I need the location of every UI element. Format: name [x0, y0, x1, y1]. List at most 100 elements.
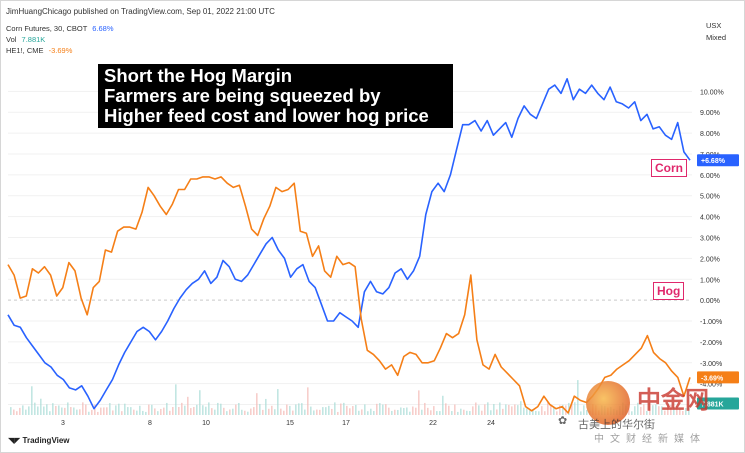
vol-last-value-text: 7.881K: [701, 402, 724, 409]
volume-bar: [202, 405, 204, 415]
volume-bar: [331, 408, 333, 415]
legend-corn[interactable]: Corn Futures, 30, CBOT 6.68%: [6, 24, 114, 33]
volume-bar: [541, 406, 543, 415]
volume-bar: [319, 409, 321, 415]
volume-bar: [58, 405, 60, 415]
y-tick-label: 8.00%: [700, 131, 720, 138]
y-tick-label: 4.00%: [700, 215, 720, 222]
hog-last-value-bg: [697, 371, 739, 384]
volume-bar: [391, 410, 393, 415]
volume-bar: [91, 409, 93, 415]
volume-bar: [553, 406, 555, 415]
volume-bar: [676, 406, 678, 415]
volume-bar: [154, 408, 156, 415]
volume-bar: [61, 407, 63, 415]
volume-bar: [433, 406, 435, 415]
volume-bar: [106, 407, 108, 415]
volume-bar: [247, 411, 249, 415]
volume-bar: [190, 408, 192, 415]
volume-bar: [139, 405, 141, 415]
volume-bar: [271, 405, 273, 415]
currency-block[interactable]: USX Mixed: [706, 20, 726, 44]
volume-bar: [16, 411, 18, 415]
volume-bar: [259, 403, 261, 415]
volume-bar: [160, 408, 162, 415]
volume-bar: [493, 404, 495, 415]
volume-bar: [289, 405, 291, 415]
hog-tag: Hog: [653, 282, 685, 300]
volume-bar: [79, 409, 81, 415]
volume-bar: [118, 403, 120, 415]
legend-hog[interactable]: HE1!, CME -3.69%: [6, 46, 72, 55]
volume-bar: [517, 405, 519, 415]
volume-bar: [76, 409, 78, 415]
volume-bar: [232, 408, 234, 415]
volume-bar: [349, 408, 351, 415]
volume-bar: [643, 404, 645, 415]
volume-bar: [286, 404, 288, 415]
volume-bar: [685, 407, 687, 415]
y-tick-label: 1.00%: [700, 277, 720, 284]
volume-bar: [667, 404, 669, 415]
y-tick-label: 0.00%: [700, 298, 720, 305]
volume-bar: [295, 404, 297, 415]
volume-bar: [208, 402, 210, 415]
currency-label: USX: [706, 21, 722, 30]
series-line-corn: [7, 78, 691, 410]
vol-last-value: 7.881K: [697, 397, 739, 410]
volume-bar: [268, 408, 270, 415]
volume-bar: [499, 402, 501, 415]
volume-bar: [409, 411, 411, 415]
legend-vol-name: Vol: [6, 35, 17, 44]
corn-tag: Corn: [651, 159, 687, 177]
volume-bar: [382, 404, 384, 415]
volume-bar: [394, 409, 396, 415]
volume-bar: [571, 403, 573, 415]
volume-bar: [406, 407, 408, 415]
volume-bar: [463, 409, 465, 415]
volume-bar: [580, 411, 582, 415]
hog-last-value: -3.69%: [697, 371, 739, 384]
volume-bar: [22, 405, 24, 415]
tradingview-logo[interactable]: ◥◤ TradingView: [8, 436, 70, 445]
volume-bar: [136, 410, 138, 415]
volume-bar: [445, 403, 447, 415]
volume-bar: [256, 393, 258, 415]
volume-bar: [355, 404, 357, 415]
volume-bar: [199, 390, 201, 415]
volume-bar: [577, 380, 579, 415]
volume-bar: [121, 411, 123, 415]
volume-bar: [328, 405, 330, 415]
volume-bar: [322, 407, 324, 415]
volume-bar: [103, 407, 105, 415]
volume-bar: [481, 410, 483, 415]
x-tick-label: 3: [61, 420, 65, 427]
wechat-icon: ✿: [558, 415, 568, 427]
volume-bar: [640, 406, 642, 415]
volume-bar: [496, 409, 498, 415]
volume-bar: [343, 402, 345, 415]
volume-bar: [436, 411, 438, 415]
volume-bar: [457, 411, 459, 415]
volume-bar: [538, 411, 540, 415]
volume-bar: [652, 405, 654, 415]
volume-bar: [298, 403, 300, 415]
volume-bar: [379, 403, 381, 415]
volume-bar: [574, 402, 576, 415]
volume-bar: [448, 405, 450, 415]
volume-bar: [439, 411, 441, 415]
volume-bar: [25, 409, 27, 415]
volume-bar: [388, 407, 390, 415]
legend-vol[interactable]: Vol 7.881K: [6, 35, 45, 44]
callout-line-3: Higher feed cost and lower hog price: [104, 105, 429, 126]
volume-bar: [490, 410, 492, 415]
volume-bar: [82, 402, 84, 415]
volume-bar: [556, 411, 558, 415]
volume-bar: [487, 402, 489, 415]
volume-bar: [418, 390, 420, 415]
volume-bar: [217, 402, 219, 415]
volume-bar: [376, 403, 378, 415]
volume-bar: [415, 407, 417, 415]
volume-bar: [67, 402, 69, 415]
